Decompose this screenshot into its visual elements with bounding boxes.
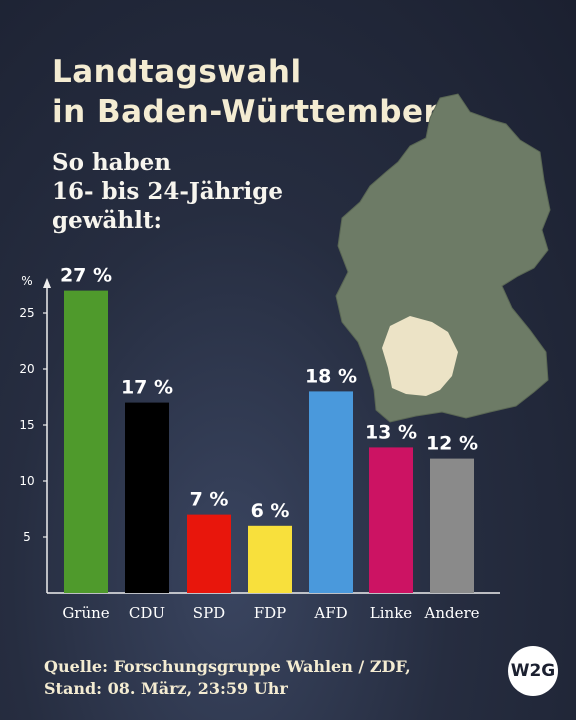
value-label: 27 % bbox=[60, 265, 112, 287]
chart-title: Landtagswahl in Baden-Württemberg bbox=[52, 52, 462, 132]
bar bbox=[309, 391, 353, 593]
category-label: FDP bbox=[254, 604, 287, 622]
bar bbox=[248, 525, 292, 593]
y-axis-label: % bbox=[21, 274, 32, 288]
baden-wuerttemberg-region bbox=[382, 316, 458, 396]
source-line-2: Stand: 08. März, 23:59 Uhr bbox=[44, 679, 288, 698]
chart-subtitle: So haben 16- bis 24-Jährige gewählt: bbox=[52, 148, 283, 235]
value-label: 6 % bbox=[251, 500, 290, 522]
value-label: 18 % bbox=[305, 365, 357, 387]
subtitle-line-3: gewählt: bbox=[52, 207, 162, 234]
category-label: Grüne bbox=[62, 604, 109, 622]
bar bbox=[187, 514, 231, 593]
bar bbox=[64, 290, 108, 593]
category-label: SPD bbox=[193, 604, 225, 622]
y-tick-label: 10 bbox=[19, 474, 34, 488]
category-label: Andere bbox=[423, 604, 479, 622]
y-axis-arrow bbox=[43, 278, 51, 288]
source-line-1: Quelle: Forschungsgruppe Wahlen / ZDF, bbox=[44, 657, 411, 676]
bar-chart: % 5 10 15 20 25 27 % Grüne 17 % CDU 7 % SPD 6 % FDP 18… bbox=[19, 265, 500, 622]
source-note: Quelle: Forschungsgruppe Wahlen / ZDF, S… bbox=[44, 656, 411, 700]
y-tick-label: 5 bbox=[23, 530, 31, 544]
y-tick-label: 20 bbox=[19, 362, 34, 376]
w2g-logo: W2G bbox=[508, 646, 558, 696]
bar bbox=[430, 458, 474, 593]
value-label: 17 % bbox=[121, 377, 173, 399]
value-label: 12 % bbox=[426, 433, 478, 455]
bar bbox=[125, 402, 169, 593]
category-label: Linke bbox=[370, 604, 413, 622]
category-label: AFD bbox=[313, 604, 347, 622]
subtitle-line-2: 16- bis 24-Jährige bbox=[52, 178, 283, 205]
y-tick-label: 15 bbox=[19, 418, 34, 432]
value-label: 13 % bbox=[365, 421, 417, 443]
bar bbox=[369, 447, 413, 593]
germany-map bbox=[335, 93, 551, 423]
category-label: CDU bbox=[129, 604, 165, 622]
title-line-1: Landtagswahl bbox=[52, 54, 302, 90]
y-tick-label: 25 bbox=[19, 306, 34, 320]
subtitle-line-1: So haben bbox=[52, 149, 172, 176]
value-label: 7 % bbox=[190, 489, 229, 511]
title-line-2: in Baden-Württemberg bbox=[52, 94, 463, 130]
